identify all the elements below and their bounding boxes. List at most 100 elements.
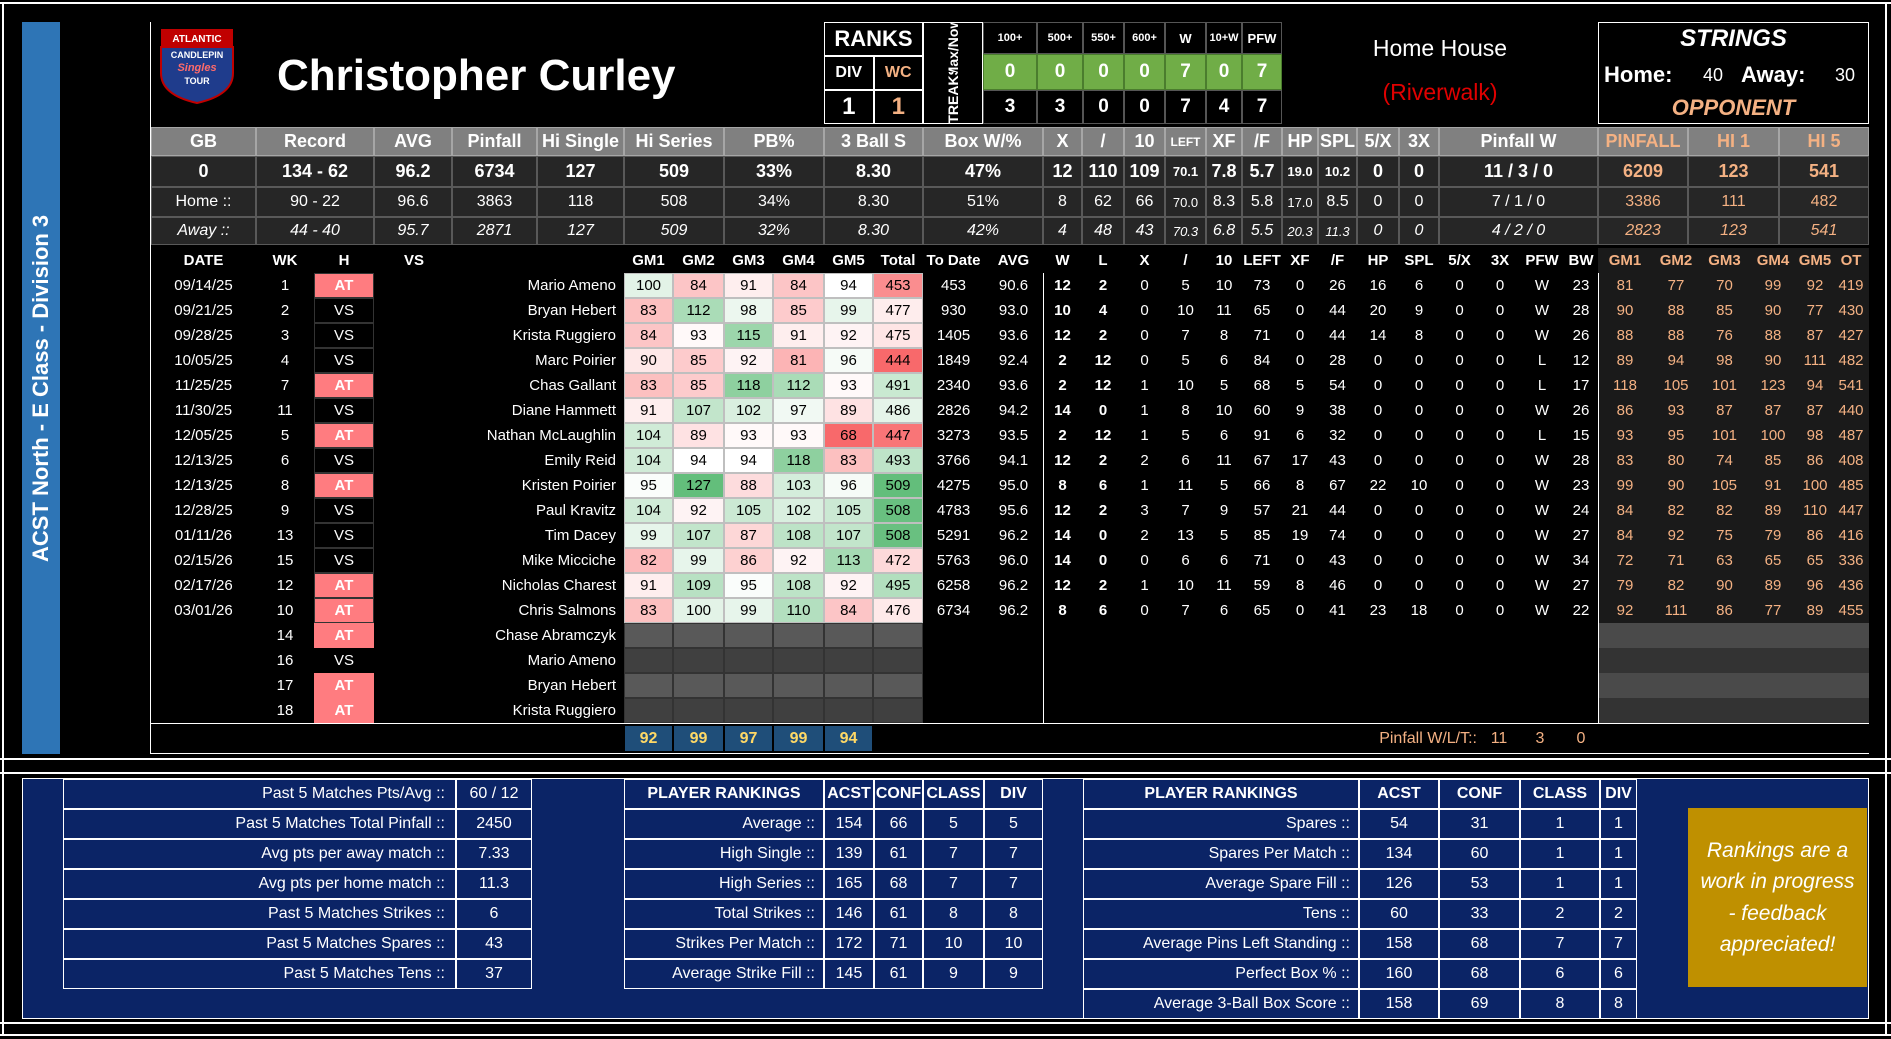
game-cell: 27 (1564, 573, 1598, 598)
game-cell: 54 (1318, 373, 1357, 398)
game-cell: 88 (1598, 323, 1652, 348)
game-cell: 0 (1480, 348, 1520, 373)
game-cell: 105 (724, 498, 773, 523)
game-cell: 17 (1282, 448, 1318, 473)
game-cell: 123 (1749, 373, 1797, 398)
game-cell: 495 (873, 573, 923, 598)
game-cell: 9 (256, 498, 314, 523)
ranking-header: CLASS (1520, 779, 1600, 809)
strings-opponent: OPPONENT (1671, 95, 1796, 120)
game-cell: 104 (624, 498, 673, 523)
game-cell: 0 (1399, 348, 1439, 373)
game-cell: 96 (1797, 573, 1833, 598)
ranking-cell: 9 (984, 959, 1043, 989)
game-cell: 86 (1700, 598, 1749, 623)
summary-cell: 4 / 2 / 0 (1439, 217, 1598, 245)
game-cell: 95 (624, 473, 673, 498)
summary-cell: 20.3 (1282, 217, 1318, 245)
empty-game-cell (773, 648, 824, 673)
game-cell: Bryan Hebert (374, 298, 624, 323)
game-log-header: H (314, 248, 374, 273)
game-cell: Nathan McLaughlin (374, 423, 624, 448)
empty-game-cell (724, 623, 773, 648)
upcoming-cell: AT (314, 623, 374, 648)
game-cell: 11 (1206, 298, 1242, 323)
game-cell: 84 (1598, 498, 1652, 523)
game-cell: 0 (1124, 348, 1165, 373)
upcoming-cell: AT (314, 673, 374, 698)
ranking-cell: 10 (923, 929, 984, 959)
game-cell: 0 (1357, 523, 1399, 548)
game-cell: 0 (1282, 548, 1318, 573)
game-cell: 472 (873, 548, 923, 573)
game-cell: 0 (1282, 273, 1318, 298)
home-house-label: Home House (1372, 34, 1508, 61)
game-cell: 10 (1165, 373, 1206, 398)
game-cell: 92 (824, 573, 873, 598)
game-cell: 115 (724, 323, 773, 348)
summary-header: Hi Single (537, 127, 624, 156)
game-cell: 24 (1564, 498, 1598, 523)
game-cell: 09/14/25 (151, 273, 256, 298)
game-cell: 0 (1399, 423, 1439, 448)
game-cell: 475 (873, 323, 923, 348)
strings-title: STRINGS (1680, 25, 1787, 52)
game-cell: 5 (1206, 373, 1242, 398)
game-cell: 77 (1652, 273, 1700, 298)
game-cell: 419 (1833, 273, 1869, 298)
streak-now: 3 (983, 90, 1037, 124)
game-cell: 80 (1652, 448, 1700, 473)
game-cell: 436 (1833, 573, 1869, 598)
game-cell: 09/21/25 (151, 298, 256, 323)
streak-header: W (1165, 22, 1206, 54)
ranking-cell: Spares Per Match :: (1083, 839, 1359, 869)
game-cell: 0 (1439, 273, 1480, 298)
summary-cell: 127 (537, 156, 624, 187)
game-cell: 108 (773, 573, 824, 598)
game-cell: 100 (673, 598, 724, 623)
ranking-cell: 8 (923, 899, 984, 929)
ranking-cell: Average :: (624, 809, 824, 839)
game-cell: 491 (873, 373, 923, 398)
summary-header: 3 Ball S (824, 127, 923, 156)
game-cell: W (1520, 273, 1564, 298)
game-cell: 509 (873, 473, 923, 498)
ranking-cell: Total Strikes :: (624, 899, 824, 929)
game-cell: 86 (1797, 448, 1833, 473)
game-cell: 65 (1797, 548, 1833, 573)
frame-top (0, 2, 1891, 4)
game-cell: 26 (1318, 273, 1357, 298)
game-cell: 10 (1206, 398, 1242, 423)
summary-cell: 0 (1357, 156, 1399, 187)
summary-cell: 19.0 (1282, 156, 1318, 187)
game-log-header: GM2 (673, 248, 724, 273)
game-cell: 10 (1206, 273, 1242, 298)
game-cell: 447 (873, 423, 923, 448)
game-cell: 90 (624, 348, 673, 373)
ranking-cell: 60 (1439, 839, 1520, 869)
ranking-cell: High Series :: (624, 869, 824, 899)
summary-header: X (1043, 127, 1082, 156)
game-cell: 86 (1598, 398, 1652, 423)
game-cell: 2826 (923, 398, 984, 423)
game-cell: 0 (1399, 373, 1439, 398)
game-cell: 541 (1833, 373, 1869, 398)
game-cell: 12 (1082, 348, 1124, 373)
game-cell: 1 (256, 273, 314, 298)
game-cell: 0 (1124, 273, 1165, 298)
strings-frame (1598, 22, 1869, 124)
game-cell: 94 (824, 273, 873, 298)
ranking-cell: Perfect Box % :: (1083, 959, 1359, 989)
game-log-header: GM5 (1797, 248, 1833, 273)
game-cell: 102 (773, 498, 824, 523)
game-cell: 79 (1598, 573, 1652, 598)
game-cell: AT (314, 573, 374, 598)
frame-mid (0, 758, 1891, 760)
game-cell: 9 (1399, 298, 1439, 323)
game-cell: 100 (1749, 423, 1797, 448)
game-cell: 82 (1700, 498, 1749, 523)
game-cell: 98 (1700, 348, 1749, 373)
ranking-cell: 6 (1520, 959, 1600, 989)
game-cell: W (1520, 323, 1564, 348)
game-cell: 10/05/25 (151, 348, 256, 373)
